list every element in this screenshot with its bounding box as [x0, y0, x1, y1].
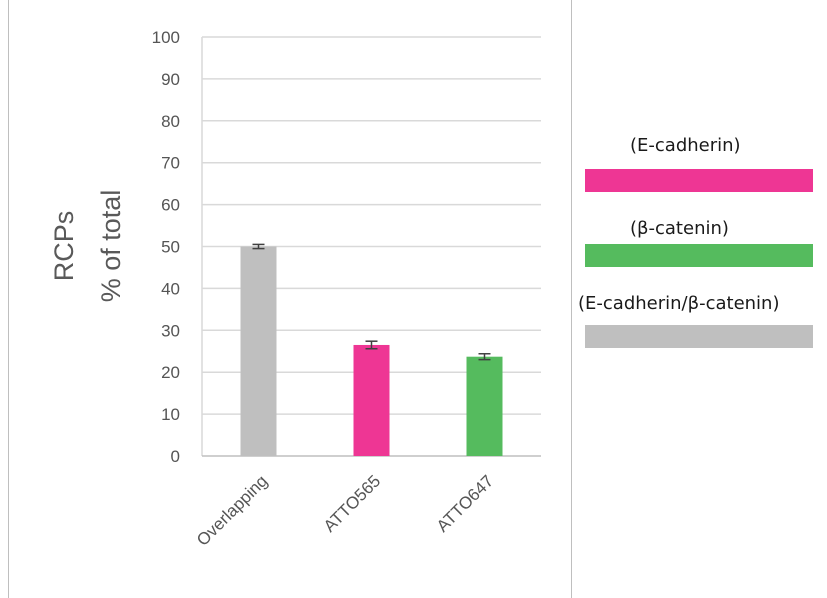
bars [240, 243, 503, 456]
y-axis-label-line-1: RCPs [49, 211, 79, 282]
legend-label-beta-catenin: (β-catenin) [630, 218, 729, 239]
y-axis-label: RCPs % of total [49, 190, 126, 303]
y-axis-label-line-2: % of total [96, 190, 126, 303]
legend-swatch-beta-catenin [585, 244, 813, 267]
y-tick-label: 20 [161, 363, 180, 382]
y-tick-label: 10 [161, 405, 180, 424]
x-category-label: Overlapping [193, 471, 271, 549]
x-category-label: ATTO647 [433, 471, 497, 535]
y-tick-label: 30 [161, 321, 180, 340]
y-tick-label: 80 [161, 112, 180, 131]
y-tick-label: 60 [161, 196, 180, 215]
y-tick-label: 100 [152, 28, 180, 47]
chart-frame [8, 0, 572, 598]
y-tick-label: 40 [161, 279, 180, 298]
legend-swatch-e-cadherin [585, 169, 813, 192]
bar-overlapping [240, 246, 277, 456]
x-category-label: ATTO565 [320, 471, 384, 535]
y-tick-label: 50 [161, 238, 180, 257]
y-tick-label: 90 [161, 70, 180, 89]
bar-atto565 [353, 344, 390, 456]
legend-label-e-cadherin: (E-cadherin) [630, 135, 741, 156]
legend-swatch-overlapping [585, 325, 813, 348]
legend-label-overlapping: (E-cadherin/β-catenin) [578, 293, 780, 314]
bar-atto647 [466, 356, 503, 456]
y-tick-label: 70 [161, 154, 180, 173]
x-category-labels: Overlapping ATTO565 ATTO647 [193, 471, 497, 549]
y-tick-labels: 0 10 20 30 40 50 60 70 80 90 100 [152, 28, 180, 466]
y-tick-label: 0 [171, 447, 180, 466]
